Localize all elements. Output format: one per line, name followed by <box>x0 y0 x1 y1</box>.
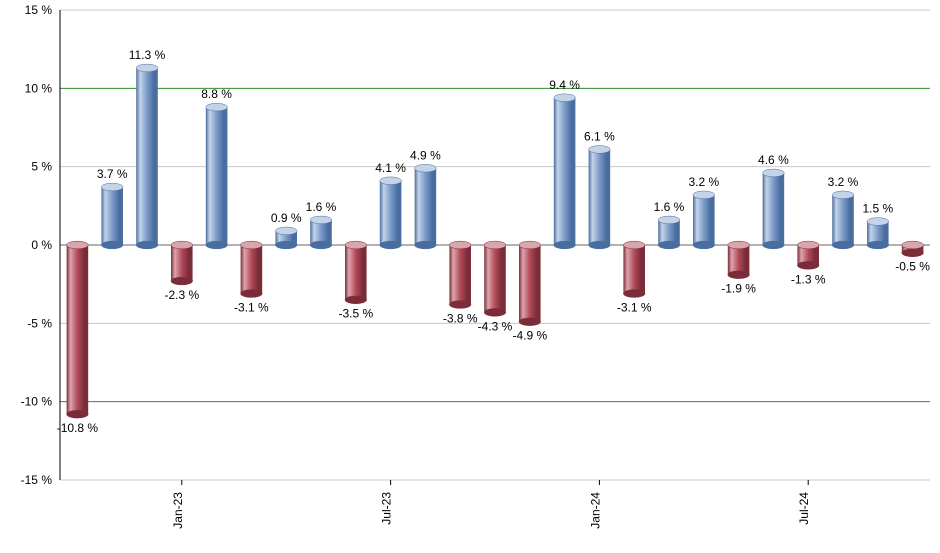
x-axis-label: Jan-24 <box>588 492 602 529</box>
bar-value-label: -3.8 % <box>443 311 478 325</box>
bar-value-label: 4.6 % <box>758 153 789 167</box>
svg-text:10 %: 10 % <box>25 81 53 95</box>
bar-value-label: 11.3 % <box>129 48 166 62</box>
bar-value-label: 0.9 % <box>271 211 302 225</box>
bar-value-label: 9.4 % <box>549 78 580 92</box>
svg-text:0 %: 0 % <box>31 238 52 252</box>
bar-value-label: 1.5 % <box>862 202 893 216</box>
bar-value-label: -2.3 % <box>164 288 199 302</box>
bar-value-label: 4.9 % <box>410 148 441 162</box>
bar-value-label: -1.3 % <box>791 272 826 286</box>
x-axis-label: Jul-23 <box>380 492 394 525</box>
bar-value-label: 3.7 % <box>97 167 128 181</box>
bar-value-label: 3.2 % <box>828 175 859 189</box>
bar-value-label: 8.8 % <box>201 87 232 101</box>
bar-value-label: 4.1 % <box>375 161 406 175</box>
bar-value-label: -0.5 % <box>895 260 930 274</box>
bar-value-label: -10.8 % <box>57 421 99 435</box>
svg-text:-10 %: -10 % <box>21 395 53 409</box>
bar-value-label: -1.9 % <box>721 282 756 296</box>
bar-value-label: 1.6 % <box>306 200 337 214</box>
bar-value-label: 1.6 % <box>654 200 685 214</box>
svg-text:15 %: 15 % <box>25 3 53 17</box>
bar-value-label: -3.1 % <box>617 300 652 314</box>
svg-text:-5 %: -5 % <box>27 316 52 330</box>
bar-value-label: -4.9 % <box>512 329 547 343</box>
percentage-bar-chart: -15 % -10 % -5 % 0 % 5 % 10 % 15 % -10.8 % 3.7 %… <box>0 0 940 550</box>
svg-text:-15 %: -15 % <box>21 473 53 487</box>
bar-value-label: -3.5 % <box>338 307 373 321</box>
bar-value-label: -4.3 % <box>478 319 513 333</box>
x-axis-label: Jul-24 <box>797 492 811 525</box>
bar-value-label: 6.1 % <box>584 130 615 144</box>
bar-value-label: 3.2 % <box>688 175 719 189</box>
bar-value-label: -3.1 % <box>234 300 269 314</box>
x-axis-label: Jan-23 <box>171 492 185 529</box>
svg-text:5 %: 5 % <box>31 160 52 174</box>
